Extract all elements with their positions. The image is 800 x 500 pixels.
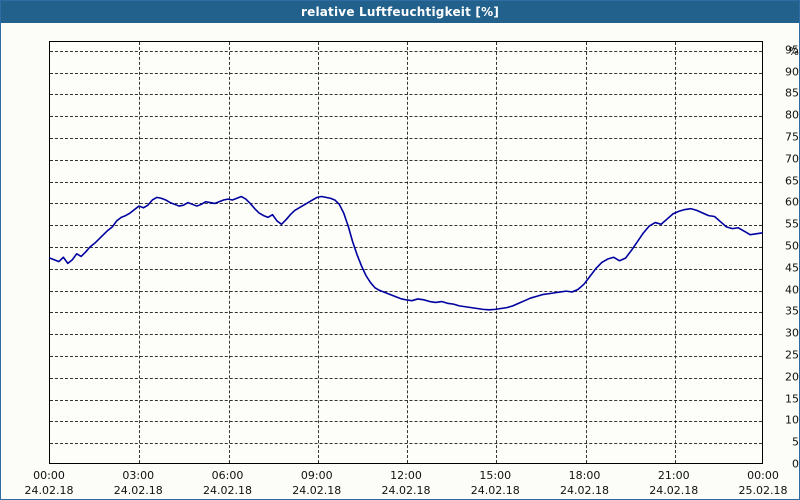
x-tick-date: 24.02.18: [292, 484, 342, 497]
x-axis-tick-label: 09:00 24.02.18: [272, 468, 362, 498]
y-axis-tick-label: 65: [785, 174, 799, 188]
gridline-vertical: [496, 42, 498, 463]
gridline-vertical: [139, 42, 141, 463]
gridline-vertical: [317, 42, 319, 463]
x-tick-time: 18:00: [568, 469, 601, 482]
gridline-horizontal: [50, 399, 762, 401]
x-tick-date: 25.02.18: [738, 484, 788, 497]
x-tick-date: 24.02.18: [381, 484, 431, 497]
y-axis-tick-label: 35: [785, 304, 799, 318]
y-axis-tick-label: 10: [785, 413, 799, 427]
x-tick-date: 24.02.18: [470, 484, 520, 497]
gridline-horizontal: [50, 225, 762, 227]
page-title: relative Luftfeuchtigkeit [%]: [300, 5, 500, 19]
y-axis-tick-label: 80: [785, 108, 799, 122]
x-axis-tick-label: 18:00 24.02.18: [540, 468, 630, 498]
x-tick-time: 06:00: [211, 469, 244, 482]
gridline-horizontal: [50, 203, 762, 205]
gridline-horizontal: [50, 72, 762, 74]
x-tick-time: 21:00: [657, 469, 690, 482]
y-axis-tick-label: 15: [785, 392, 799, 406]
gridline-horizontal: [50, 50, 762, 52]
window-title-bar: relative Luftfeuchtigkeit [%]: [1, 1, 799, 23]
gridline-horizontal: [50, 290, 762, 292]
x-axis-tick-label: 00:00 24.02.18: [4, 468, 94, 498]
x-axis-tick-label: 12:00 24.02.18: [361, 468, 451, 498]
y-axis-tick-label: 40: [785, 283, 799, 297]
gridline-vertical: [407, 42, 408, 463]
y-axis-tick-label: 0: [792, 457, 799, 471]
gridline-horizontal: [50, 137, 762, 139]
y-axis-tick-label: 45: [785, 261, 799, 275]
x-tick-time: 00:00: [747, 469, 779, 482]
series-polyline: [49, 195, 763, 311]
y-axis-tick-label: 55: [785, 217, 799, 231]
x-axis-tick-label: 21:00 24.02.18: [629, 468, 719, 498]
gridline-horizontal: [50, 312, 762, 314]
x-tick-date: 24.02.18: [203, 484, 252, 497]
gridline-horizontal: [50, 443, 762, 445]
plot-area: [49, 41, 763, 464]
gridline-horizontal: [50, 94, 762, 96]
x-axis-tick-label: 15:00 24.02.18: [450, 468, 540, 498]
y-axis-tick-label: 50: [785, 239, 799, 253]
y-axis-tick-label: 20: [785, 370, 799, 384]
gridline-horizontal: [50, 181, 762, 183]
gridline-vertical: [585, 42, 587, 463]
y-axis-tick-label: 95: [785, 43, 799, 57]
x-axis-tick-label: 03:00 24.02.18: [93, 468, 183, 498]
gridline-vertical: [674, 42, 676, 463]
x-tick-time: 03:00: [122, 469, 155, 482]
y-axis-unit-label: %: [788, 45, 799, 58]
x-axis-tick-label: 06:00 24.02.18: [183, 468, 273, 498]
x-tick-time: 00:00: [33, 469, 65, 482]
chart-canvas: % 0 5 10 15 20 25 30 35 40 45 50 55 60 65 70 75 80 85 90 95…: [1, 23, 799, 499]
y-axis-tick-label: 25: [785, 348, 799, 362]
gridline-horizontal: [50, 268, 762, 270]
y-axis-tick-label: 85: [785, 86, 799, 100]
gridline-horizontal: [50, 355, 762, 357]
gridline-horizontal: [50, 116, 762, 118]
y-axis-tick-label: 5: [792, 435, 799, 449]
gridline-horizontal: [50, 421, 762, 423]
y-axis-tick-label: 70: [785, 152, 799, 166]
x-tick-time: 09:00: [300, 469, 333, 482]
gridline-horizontal: [50, 159, 762, 161]
y-axis-tick-label: 75: [785, 130, 799, 144]
y-axis-tick-label: 90: [785, 65, 799, 79]
x-tick-time: 15:00: [479, 469, 512, 482]
x-tick-date: 24.02.18: [649, 484, 699, 497]
x-tick-date: 24.02.18: [560, 484, 609, 497]
y-axis-tick-label: 30: [785, 326, 799, 340]
gridline-horizontal: [50, 377, 762, 379]
x-tick-date: 24.02.18: [24, 484, 74, 497]
x-axis-tick-label: 00:00 25.02.18: [718, 468, 800, 498]
gridline-vertical: [228, 42, 230, 463]
gridline-horizontal: [50, 334, 762, 336]
gridline-horizontal: [50, 246, 762, 248]
x-tick-time: 12:00: [390, 469, 422, 482]
x-tick-date: 24.02.18: [113, 484, 163, 497]
y-axis-tick-label: 60: [785, 195, 799, 209]
